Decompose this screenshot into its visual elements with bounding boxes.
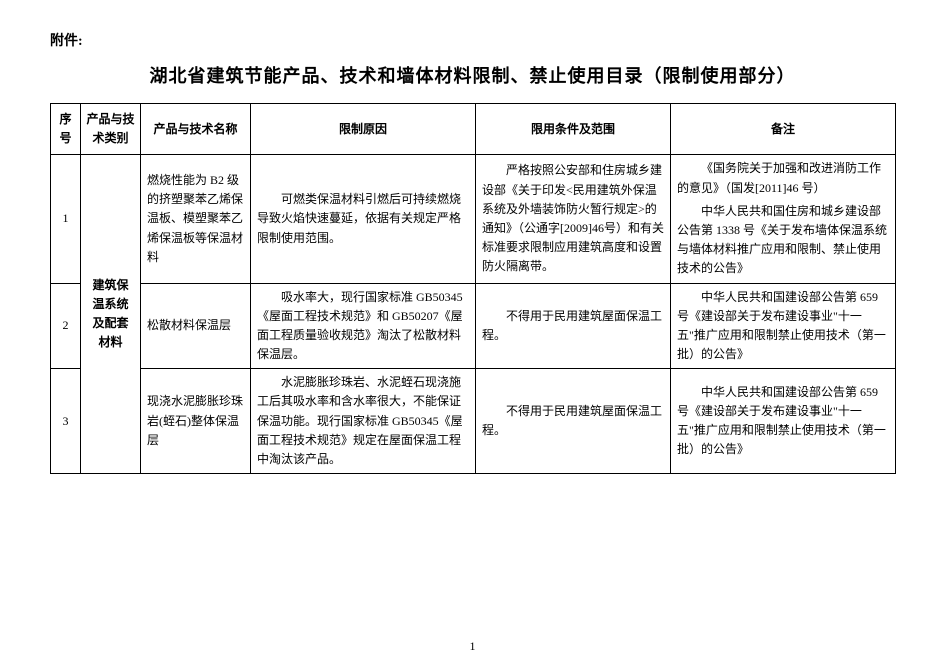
table-header-row: 序号 产品与技术类别 产品与技术名称 限制原因 限用条件及范围 备注 bbox=[51, 104, 896, 155]
cell-name: 松散材料保温层 bbox=[141, 283, 251, 369]
table-row: 1 建筑保温系统及配套材料 燃烧性能为 B2 级的挤塑聚苯乙烯保温板、模塑聚苯乙… bbox=[51, 155, 896, 283]
attachment-label: 附件: bbox=[50, 30, 895, 50]
header-scope: 限用条件及范围 bbox=[476, 104, 671, 155]
cell-seq: 2 bbox=[51, 283, 81, 369]
header-reason: 限制原因 bbox=[251, 104, 476, 155]
cell-category: 建筑保温系统及配套材料 bbox=[81, 155, 141, 474]
cell-reason: 可燃类保温材料引燃后可持续燃烧导致火焰快速蔓延，依据有关规定严格限制使用范围。 bbox=[251, 155, 476, 283]
cell-remarks: 《国务院关于加强和改进消防工作的意见》（国发[2011]46 号） 中华人民共和… bbox=[671, 155, 896, 283]
cell-name: 燃烧性能为 B2 级的挤塑聚苯乙烯保温板、模塑聚苯乙烯保温板等保温材料 bbox=[141, 155, 251, 283]
cell-remarks: 中华人民共和国建设部公告第 659 号《建设部关于发布建设事业"十一五"推广应用… bbox=[671, 369, 896, 474]
cell-scope: 不得用于民用建筑屋面保温工程。 bbox=[476, 283, 671, 369]
document-title: 湖北省建筑节能产品、技术和墙体材料限制、禁止使用目录（限制使用部分） bbox=[50, 62, 895, 88]
header-seq: 序号 bbox=[51, 104, 81, 155]
remarks-paragraph: 中华人民共和国建设部公告第 659 号《建设部关于发布建设事业"十一五"推广应用… bbox=[677, 288, 889, 365]
remarks-paragraph: 中华人民共和国建设部公告第 659 号《建设部关于发布建设事业"十一五"推广应用… bbox=[677, 383, 889, 460]
cell-remarks: 中华人民共和国建设部公告第 659 号《建设部关于发布建设事业"十一五"推广应用… bbox=[671, 283, 896, 369]
remarks-paragraph: 《国务院关于加强和改进消防工作的意见》（国发[2011]46 号） bbox=[677, 159, 889, 197]
cell-scope: 不得用于民用建筑屋面保温工程。 bbox=[476, 369, 671, 474]
cell-reason: 水泥膨胀珍珠岩、水泥蛭石现浇施工后其吸水率和含水率很大，不能保证保温功能。现行国… bbox=[251, 369, 476, 474]
cell-scope: 严格按照公安部和住房城乡建设部《关于印发<民用建筑外保温系统及外墙装饰防火暂行规… bbox=[476, 155, 671, 283]
cell-seq: 3 bbox=[51, 369, 81, 474]
cell-reason: 吸水率大，现行国家标准 GB50345《屋面工程技术规范》和 GB50207《屋… bbox=[251, 283, 476, 369]
header-name: 产品与技术名称 bbox=[141, 104, 251, 155]
table-row: 3 现浇水泥膨胀珍珠岩(蛭石)整体保温层 水泥膨胀珍珠岩、水泥蛭石现浇施工后其吸… bbox=[51, 369, 896, 474]
restriction-table: 序号 产品与技术类别 产品与技术名称 限制原因 限用条件及范围 备注 1 建筑保… bbox=[50, 103, 896, 474]
cell-name: 现浇水泥膨胀珍珠岩(蛭石)整体保温层 bbox=[141, 369, 251, 474]
page-number: 1 bbox=[0, 639, 945, 654]
table-row: 2 松散材料保温层 吸水率大，现行国家标准 GB50345《屋面工程技术规范》和… bbox=[51, 283, 896, 369]
remarks-paragraph: 中华人民共和国住房和城乡建设部公告第 1338 号《关于发布墙体保温系统与墙体材… bbox=[677, 202, 889, 279]
header-category: 产品与技术类别 bbox=[81, 104, 141, 155]
cell-seq: 1 bbox=[51, 155, 81, 283]
header-remarks: 备注 bbox=[671, 104, 896, 155]
